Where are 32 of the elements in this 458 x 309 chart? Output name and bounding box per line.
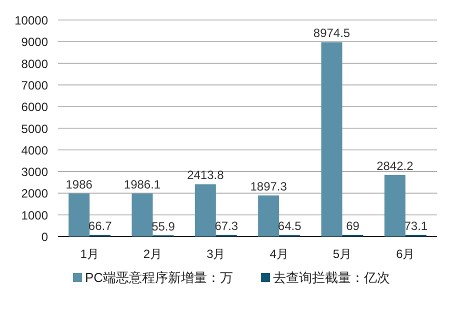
- x-tick-label: 3月: [206, 247, 226, 261]
- y-tick-label: 10000: [14, 14, 48, 28]
- x-tick-label: 6月: [396, 247, 415, 261]
- data-label: 1986: [66, 178, 93, 192]
- x-tick-label: 5月: [332, 247, 352, 261]
- bar: [321, 42, 342, 236]
- data-label: 1897.3: [250, 179, 288, 194]
- x-tick-label: 2月: [143, 247, 162, 261]
- bar: [258, 195, 280, 236]
- x-tick-label: 4月: [270, 247, 288, 261]
- legend-label: 去查询拦截量：亿次: [273, 270, 390, 285]
- y-tick-label: 3000: [21, 165, 48, 180]
- y-tick-label: 7000: [21, 78, 48, 92]
- data-label: 2842.2: [376, 158, 414, 173]
- y-tick-label: 0: [41, 230, 48, 244]
- y-tick-label: 9000: [21, 35, 48, 50]
- data-label: 1986.1: [124, 178, 161, 192]
- x-tick-label: 1月: [80, 247, 99, 261]
- legend-label: PC端恶意程序新增量：万: [85, 270, 234, 285]
- bar: [68, 194, 90, 236]
- bar: [194, 184, 216, 236]
- y-tick-label: 6000: [21, 100, 48, 114]
- y-tick-label: 4000: [21, 143, 48, 158]
- y-tick-label: 5000: [21, 122, 48, 136]
- data-label: 8974.5: [313, 26, 350, 40]
- data-label: 69: [346, 219, 360, 234]
- data-label: 2413.8: [187, 168, 224, 182]
- bar: [384, 174, 406, 236]
- y-tick-label: 8000: [21, 56, 48, 71]
- y-tick-label: 2000: [21, 186, 48, 201]
- y-tick-label: 1000: [21, 208, 48, 222]
- bar: [132, 194, 153, 236]
